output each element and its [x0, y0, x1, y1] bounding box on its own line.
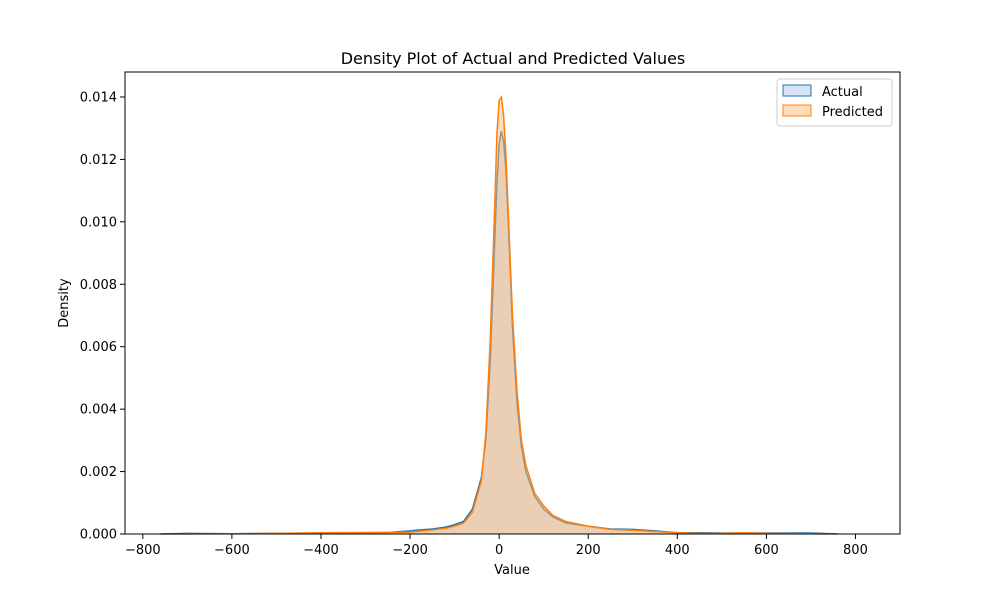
legend: Actual Predicted: [776, 78, 893, 127]
legend-label-predicted: Predicted: [822, 105, 883, 120]
y-tick-label: 0.012: [80, 153, 117, 168]
x-tick-label: −800: [125, 543, 161, 558]
y-tick-label: 0.010: [80, 215, 117, 230]
y-axis: 0.000 0.002 0.004 0.006 0.008 0.010 0.012 0.014: [80, 90, 125, 543]
x-tick-label: −400: [303, 543, 339, 558]
density-area-predicted: [169, 96, 829, 534]
x-tick-label: 200: [576, 543, 601, 558]
legend-swatch-predicted: [782, 104, 812, 117]
chart-title: Density Plot of Actual and Predicted Val…: [341, 49, 686, 68]
y-axis-label: Density: [57, 278, 72, 328]
axes-frame: [124, 71, 901, 535]
x-tick-label: 800: [843, 543, 868, 558]
y-tick-label: 0.008: [80, 278, 117, 293]
legend-label-actual: Actual: [822, 85, 863, 100]
y-tick-label: 0.000: [80, 528, 117, 543]
y-tick-label: 0.004: [80, 403, 117, 418]
y-tick-label: 0.014: [80, 90, 117, 105]
y-tick-label: 0.006: [80, 340, 117, 355]
x-tick-label: −600: [214, 543, 250, 558]
x-tick-label: −200: [392, 543, 428, 558]
x-tick-label: 600: [754, 543, 779, 558]
plot-area: [160, 94, 838, 535]
x-axis: −800 −600 −400 −200 0 200 400 600 800: [125, 534, 868, 558]
y-tick-label: 0.002: [80, 465, 117, 480]
x-axis-label: Value: [494, 563, 530, 578]
legend-swatch-actual: [782, 84, 812, 97]
density-line-predicted: [169, 94, 829, 535]
x-tick-label: 0: [495, 543, 503, 558]
x-tick-label: 400: [665, 543, 690, 558]
